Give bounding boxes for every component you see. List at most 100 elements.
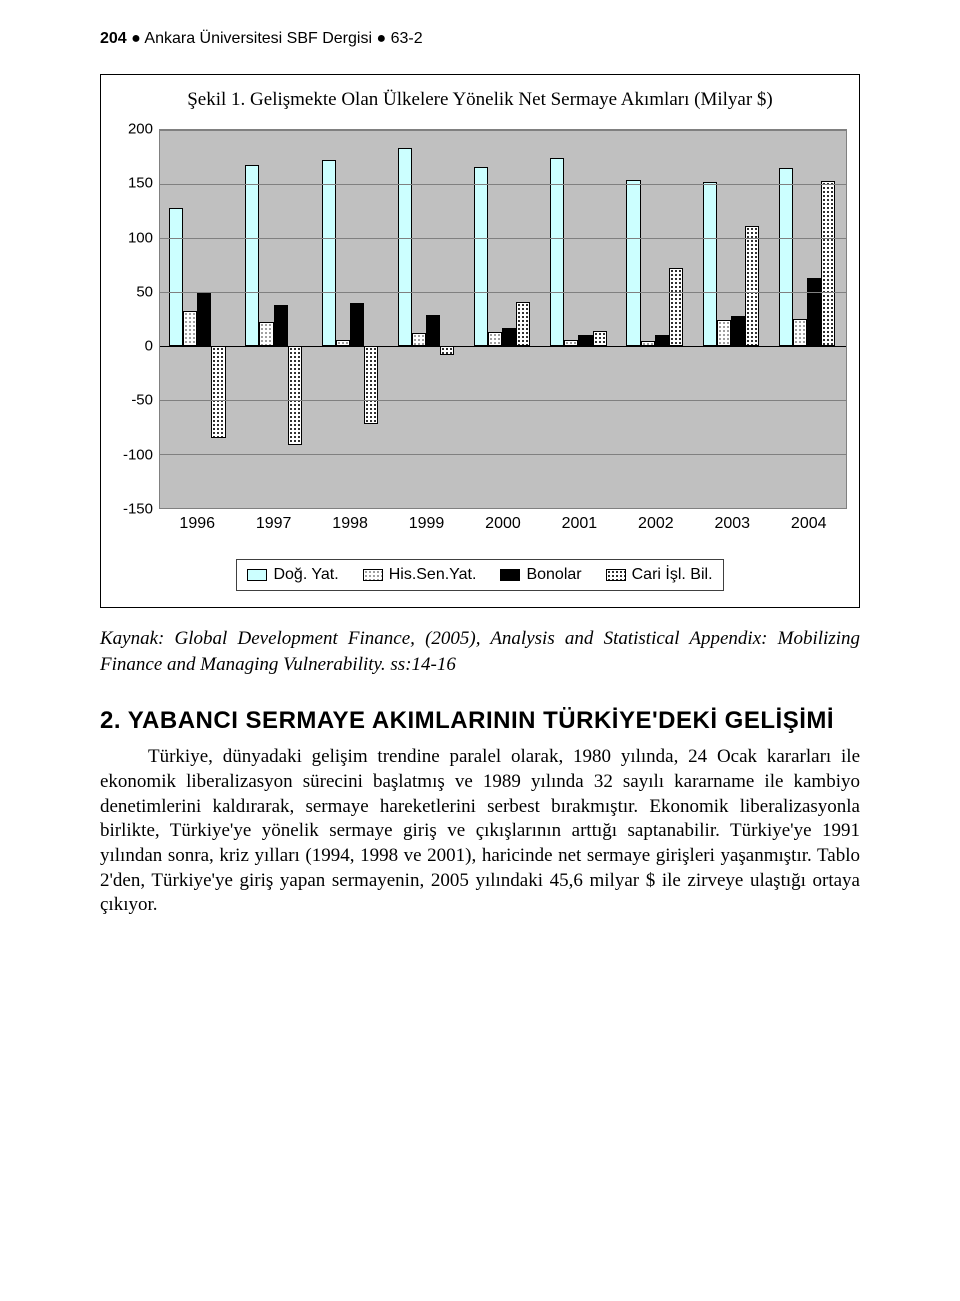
bar bbox=[259, 322, 273, 346]
bar bbox=[211, 346, 225, 438]
grid-line bbox=[160, 130, 846, 131]
legend-swatch bbox=[500, 569, 520, 581]
bar bbox=[731, 316, 745, 346]
chart-legend: Doğ. Yat. His.Sen.Yat. Bonolar Cari İşl. Bi… bbox=[236, 559, 723, 591]
bar bbox=[703, 182, 717, 346]
bar-groups bbox=[160, 130, 846, 508]
legend-item: Bonolar bbox=[500, 566, 581, 584]
bar-group bbox=[312, 130, 388, 508]
bar bbox=[197, 293, 211, 346]
bar bbox=[288, 346, 302, 445]
bar bbox=[474, 167, 488, 346]
legend-swatch bbox=[247, 569, 267, 581]
bar-group bbox=[617, 130, 693, 508]
grid-line bbox=[160, 400, 846, 401]
bar bbox=[336, 340, 350, 346]
bar bbox=[350, 303, 364, 346]
bar bbox=[488, 332, 502, 346]
figure-caption: Şekil 1. Gelişmekte Olan Ülkelere Yöneli… bbox=[113, 89, 847, 111]
y-tick-label: 0 bbox=[145, 338, 153, 355]
bar-chart: 200150100500-50-100-150 1996199719981999… bbox=[113, 129, 847, 591]
x-tick-label: 1999 bbox=[388, 515, 464, 533]
bar bbox=[626, 180, 640, 346]
page-number: 204 bbox=[100, 30, 127, 47]
bar-group bbox=[389, 130, 465, 508]
grid-line bbox=[160, 346, 846, 347]
x-tick-label: 2000 bbox=[465, 515, 541, 533]
figure-container: Şekil 1. Gelişmekte Olan Ülkelere Yöneli… bbox=[100, 74, 860, 608]
header-bullet: ● bbox=[131, 30, 141, 47]
section-title-text: YABANCI SERMAYE AKIMLARININ TÜRKİYE'DEKİ… bbox=[128, 707, 834, 734]
bar bbox=[322, 160, 336, 346]
plot-area bbox=[159, 129, 847, 509]
bar-group bbox=[160, 130, 236, 508]
bar bbox=[807, 278, 821, 346]
bar bbox=[412, 333, 426, 346]
bar bbox=[440, 346, 454, 355]
bar bbox=[245, 165, 259, 346]
figure-source: Kaynak: Global Development Finance, (200… bbox=[100, 626, 860, 677]
bar bbox=[593, 331, 607, 346]
y-axis: 200150100500-50-100-150 bbox=[113, 129, 159, 509]
legend-swatch bbox=[606, 569, 626, 581]
bar bbox=[779, 168, 793, 346]
bar bbox=[793, 319, 807, 346]
bar bbox=[398, 148, 412, 346]
bar-group bbox=[236, 130, 312, 508]
x-tick-label: 2001 bbox=[541, 515, 617, 533]
y-tick-label: -50 bbox=[131, 392, 153, 409]
bar bbox=[745, 226, 759, 346]
bar bbox=[364, 346, 378, 424]
bar bbox=[183, 311, 197, 346]
grid-line bbox=[160, 508, 846, 509]
body-paragraph: Türkiye, dünyadaki gelişim trendine para… bbox=[100, 745, 860, 918]
paragraph-text: Türkiye, dünyadaki gelişim trendine para… bbox=[100, 745, 860, 918]
bar bbox=[821, 181, 835, 346]
header-bullet-2: ● bbox=[376, 30, 386, 47]
y-tick-label: -100 bbox=[123, 446, 153, 463]
legend-item: Doğ. Yat. bbox=[247, 566, 338, 584]
bar bbox=[426, 315, 440, 346]
page-header: 204 ● Ankara Üniversitesi SBF Dergisi ● … bbox=[100, 30, 860, 48]
legend-label: Cari İşl. Bil. bbox=[632, 566, 713, 584]
x-axis: 199619971998199920002001200220032004 bbox=[159, 515, 847, 533]
bar-group bbox=[694, 130, 770, 508]
x-tick-label: 2004 bbox=[771, 515, 847, 533]
bar bbox=[669, 268, 683, 346]
bar bbox=[169, 208, 183, 346]
grid-line bbox=[160, 292, 846, 293]
grid-line bbox=[160, 184, 846, 185]
section-heading: 2. YABANCI SERMAYE AKIMLARININ TÜRKİYE'D… bbox=[100, 707, 860, 735]
grid-line bbox=[160, 454, 846, 455]
bar bbox=[516, 302, 530, 346]
legend-label: Doğ. Yat. bbox=[273, 566, 338, 584]
x-tick-label: 1996 bbox=[159, 515, 235, 533]
legend-label: Bonolar bbox=[526, 566, 581, 584]
issue-number: 63-2 bbox=[391, 30, 423, 47]
bar bbox=[564, 340, 578, 346]
bar bbox=[578, 335, 592, 346]
bar bbox=[717, 320, 731, 346]
y-tick-label: -150 bbox=[123, 501, 153, 518]
bar bbox=[274, 305, 288, 346]
x-tick-label: 1997 bbox=[235, 515, 311, 533]
y-tick-label: 50 bbox=[136, 283, 153, 300]
bar bbox=[655, 335, 669, 346]
journal-name: Ankara Üniversitesi SBF Dergisi bbox=[144, 30, 372, 47]
bar-group bbox=[770, 130, 846, 508]
bar-group bbox=[541, 130, 617, 508]
bar-group bbox=[465, 130, 541, 508]
x-tick-label: 2002 bbox=[618, 515, 694, 533]
grid-line bbox=[160, 238, 846, 239]
section-number: 2. bbox=[100, 707, 121, 734]
legend-label: His.Sen.Yat. bbox=[389, 566, 477, 584]
bar bbox=[550, 158, 564, 346]
x-tick-label: 1998 bbox=[312, 515, 388, 533]
x-tick-label: 2003 bbox=[694, 515, 770, 533]
bar bbox=[502, 328, 516, 346]
y-tick-label: 200 bbox=[128, 121, 153, 138]
legend-item: His.Sen.Yat. bbox=[363, 566, 477, 584]
legend-item: Cari İşl. Bil. bbox=[606, 566, 713, 584]
y-tick-label: 100 bbox=[128, 229, 153, 246]
legend-swatch bbox=[363, 569, 383, 581]
